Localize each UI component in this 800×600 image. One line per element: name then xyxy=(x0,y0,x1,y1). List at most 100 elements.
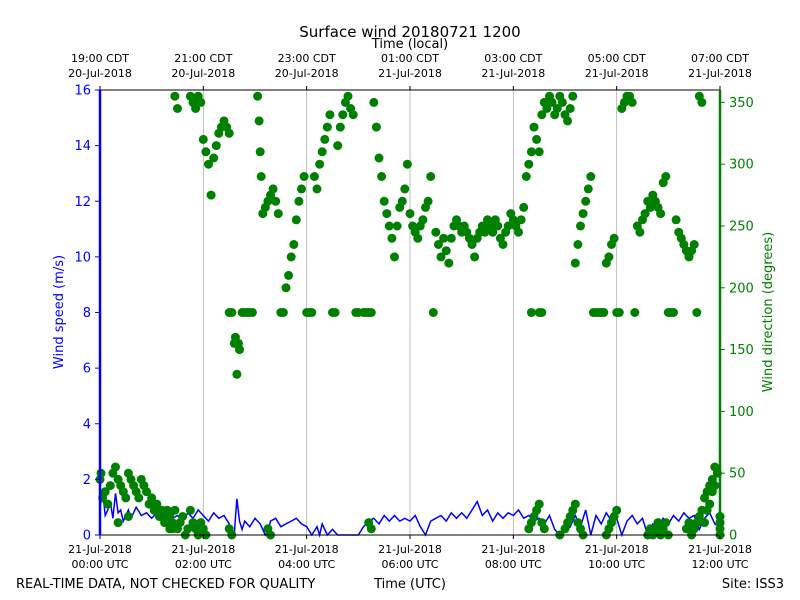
wind-direction-point xyxy=(524,159,534,169)
wind-direction-point xyxy=(707,474,717,484)
wind-direction-point xyxy=(583,184,593,194)
wind-direction-point xyxy=(441,246,451,256)
x-tick-label-utc: 10:00 UTC xyxy=(588,558,645,571)
right-y-tick-label: 0 xyxy=(729,529,737,544)
footer-site: Site: ISS3 xyxy=(722,577,784,592)
wind-direction-point xyxy=(519,202,529,212)
wind-direction-point xyxy=(700,518,709,528)
wind-direction-point xyxy=(645,202,655,212)
top-tick-label-time: 19:00 CDT xyxy=(71,52,129,65)
wind-direction-point xyxy=(123,512,133,521)
wind-direction-point xyxy=(514,227,523,237)
wind-direction-point xyxy=(382,209,392,219)
wind-direction-point xyxy=(235,345,244,355)
wind-direction-point xyxy=(661,518,671,528)
wind-direction-point xyxy=(322,122,332,132)
left-axis-label: Wind speed (m/s) xyxy=(52,255,67,369)
wind-direction-point xyxy=(297,184,306,194)
wind-direction-point xyxy=(330,308,340,317)
wind-direction-point xyxy=(173,104,182,113)
wind-direction-point xyxy=(273,209,283,219)
wind-direction-point xyxy=(532,134,542,144)
wind-direction-point xyxy=(521,172,531,181)
wind-direction-point xyxy=(400,184,410,194)
top-tick-label-date: 21-Jul-2018 xyxy=(481,67,545,80)
wind-direction-point xyxy=(289,240,299,249)
wind-direction-point xyxy=(325,110,335,120)
wind-direction-point xyxy=(537,308,547,317)
wind-direction-point xyxy=(576,221,585,231)
wind-direction-point xyxy=(343,91,353,101)
plot-area xyxy=(95,91,725,540)
wind-direction-point xyxy=(547,97,557,107)
wind-direction-point xyxy=(526,147,536,157)
x-tick-label-utc: 02:00 UTC xyxy=(175,558,232,571)
wind-direction-point xyxy=(661,172,671,181)
wind-direction-point xyxy=(366,308,376,317)
x-tick-label-date: 21-Jul-2018 xyxy=(171,543,235,556)
right-y-tick-label: 300 xyxy=(729,158,754,173)
wind-direction-point xyxy=(604,252,614,262)
wind-direction-point xyxy=(196,97,206,107)
wind-direction-point xyxy=(516,215,526,225)
wind-direction-point xyxy=(335,122,345,132)
wind-direction-point xyxy=(294,196,304,206)
wind-direction-point xyxy=(710,462,720,472)
right-y-tick-label: 100 xyxy=(729,405,754,420)
wind-direction-point xyxy=(529,122,539,132)
grid-lines xyxy=(202,90,618,535)
wind-direction-point xyxy=(669,308,678,317)
wind-direction-point xyxy=(201,147,211,157)
wind-direction-point xyxy=(534,499,544,509)
wind-direction-point xyxy=(167,524,177,534)
top-tick-label-time: 07:00 CDT xyxy=(691,52,749,65)
wind-direction-point xyxy=(105,481,115,491)
wind-direction-point xyxy=(446,233,456,243)
wind-direction-point xyxy=(312,184,322,194)
wind-direction-point xyxy=(705,499,715,509)
chart-title: Surface wind 20180721 1200 xyxy=(299,23,520,41)
wind-direction-point xyxy=(498,240,508,249)
wind-direction-point xyxy=(423,196,433,206)
wind-direction-point xyxy=(307,308,317,317)
top-tick-label-date: 21-Jul-2018 xyxy=(585,67,649,80)
wind-direction-point xyxy=(286,252,296,262)
wind-direction-point xyxy=(426,172,436,181)
wind-direction-point xyxy=(299,172,309,181)
wind-direction-point xyxy=(470,252,480,262)
wind-direction-point xyxy=(614,308,624,317)
wind-direction-point xyxy=(503,221,513,231)
wind-direction-point xyxy=(570,499,580,509)
wind-direction-point xyxy=(113,518,123,528)
wind-direction-point xyxy=(227,308,237,317)
wind-direction-point xyxy=(418,215,428,225)
wind-direction-point xyxy=(612,505,622,515)
right-y-tick-label: 200 xyxy=(729,281,754,296)
wind-direction-point xyxy=(656,209,666,219)
wind-direction-point xyxy=(581,196,591,206)
wind-direction-point xyxy=(444,258,454,268)
wind-direction-point xyxy=(480,227,490,237)
x-tick-label-utc: 04:00 UTC xyxy=(278,558,335,571)
wind-direction-point xyxy=(224,128,234,138)
wind-direction-point xyxy=(387,233,397,243)
wind-direction-point xyxy=(284,270,294,280)
left-y-tick-label: 14 xyxy=(74,139,91,154)
right-y-tick-label: 50 xyxy=(729,467,746,482)
wind-direction-point xyxy=(630,308,640,317)
wind-direction-point xyxy=(152,499,162,509)
left-y-tick-label: 12 xyxy=(74,195,91,210)
wind-direction-point xyxy=(586,172,596,181)
right-y-tick-label: 250 xyxy=(729,219,754,234)
x-tick-label-date: 21-Jul-2018 xyxy=(378,543,442,556)
wind-direction-point xyxy=(627,97,637,107)
top-tick-label-time: 03:00 CDT xyxy=(484,52,542,65)
wind-direction-point xyxy=(170,91,180,101)
wind-direction-point xyxy=(198,134,208,144)
wind-direction-point xyxy=(578,209,588,219)
wind-direction-point xyxy=(204,159,213,169)
x-tick-label-utc: 12:00 UTC xyxy=(691,558,748,571)
top-tick-label-date: 20-Jul-2018 xyxy=(275,67,339,80)
wind-direction-point xyxy=(338,110,348,120)
